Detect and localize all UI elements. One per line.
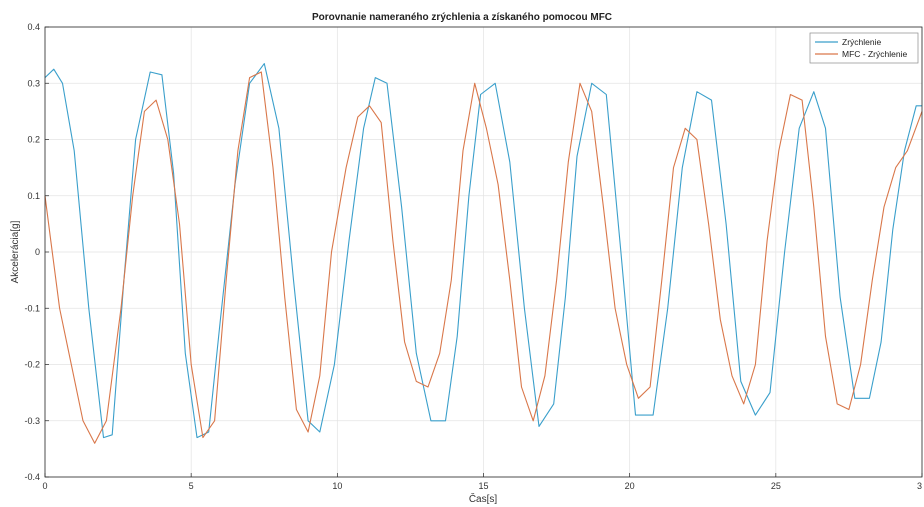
series-lines <box>44 63 923 444</box>
x-tick-label: 25 <box>771 481 781 491</box>
series-line-1 <box>44 63 922 439</box>
x-tick-label: 10 <box>332 481 342 491</box>
y-tick-label: -0.2 <box>24 360 40 370</box>
x-tick-label: 20 <box>625 481 635 491</box>
y-tick-label: 0 <box>35 247 40 257</box>
series-line-2 <box>44 71 923 444</box>
y-tick-label: -0.1 <box>24 303 40 313</box>
y-tick-label: -0.3 <box>24 416 40 426</box>
legend-label-2: MFC - Zrýchlenie <box>842 49 907 59</box>
legend-label-1: Zrýchlenie <box>842 37 881 47</box>
y-tick-label: 0.2 <box>27 135 40 145</box>
x-tick-label: 5 <box>189 481 194 491</box>
legend-box <box>809 32 919 64</box>
y-tick-labels: -0.4 -0.3 -0.2 -0.1 0 0.1 0.2 0.3 0.4 <box>24 22 49 482</box>
chart-title: Porovnanie nameraného zrýchlenia a získa… <box>312 12 612 23</box>
x-tick-labels: 0 5 10 15 20 25 3 <box>42 473 923 491</box>
x-tick-label: 15 <box>478 481 488 491</box>
legend: Zrýchlenie MFC - Zrýchlenie <box>809 32 919 64</box>
y-tick-label: -0.4 <box>24 472 40 482</box>
x-tick-label: 0 <box>42 481 47 491</box>
x-axis-label: Čas[s] <box>469 492 498 505</box>
y-tick-label: 0.4 <box>27 22 40 32</box>
y-tick-label: 0.3 <box>27 78 40 88</box>
y-axis-label: Akcelerácia[g] <box>10 220 21 283</box>
x-tick-label: 3 <box>917 481 922 491</box>
y-tick-label: 0.1 <box>27 191 40 201</box>
